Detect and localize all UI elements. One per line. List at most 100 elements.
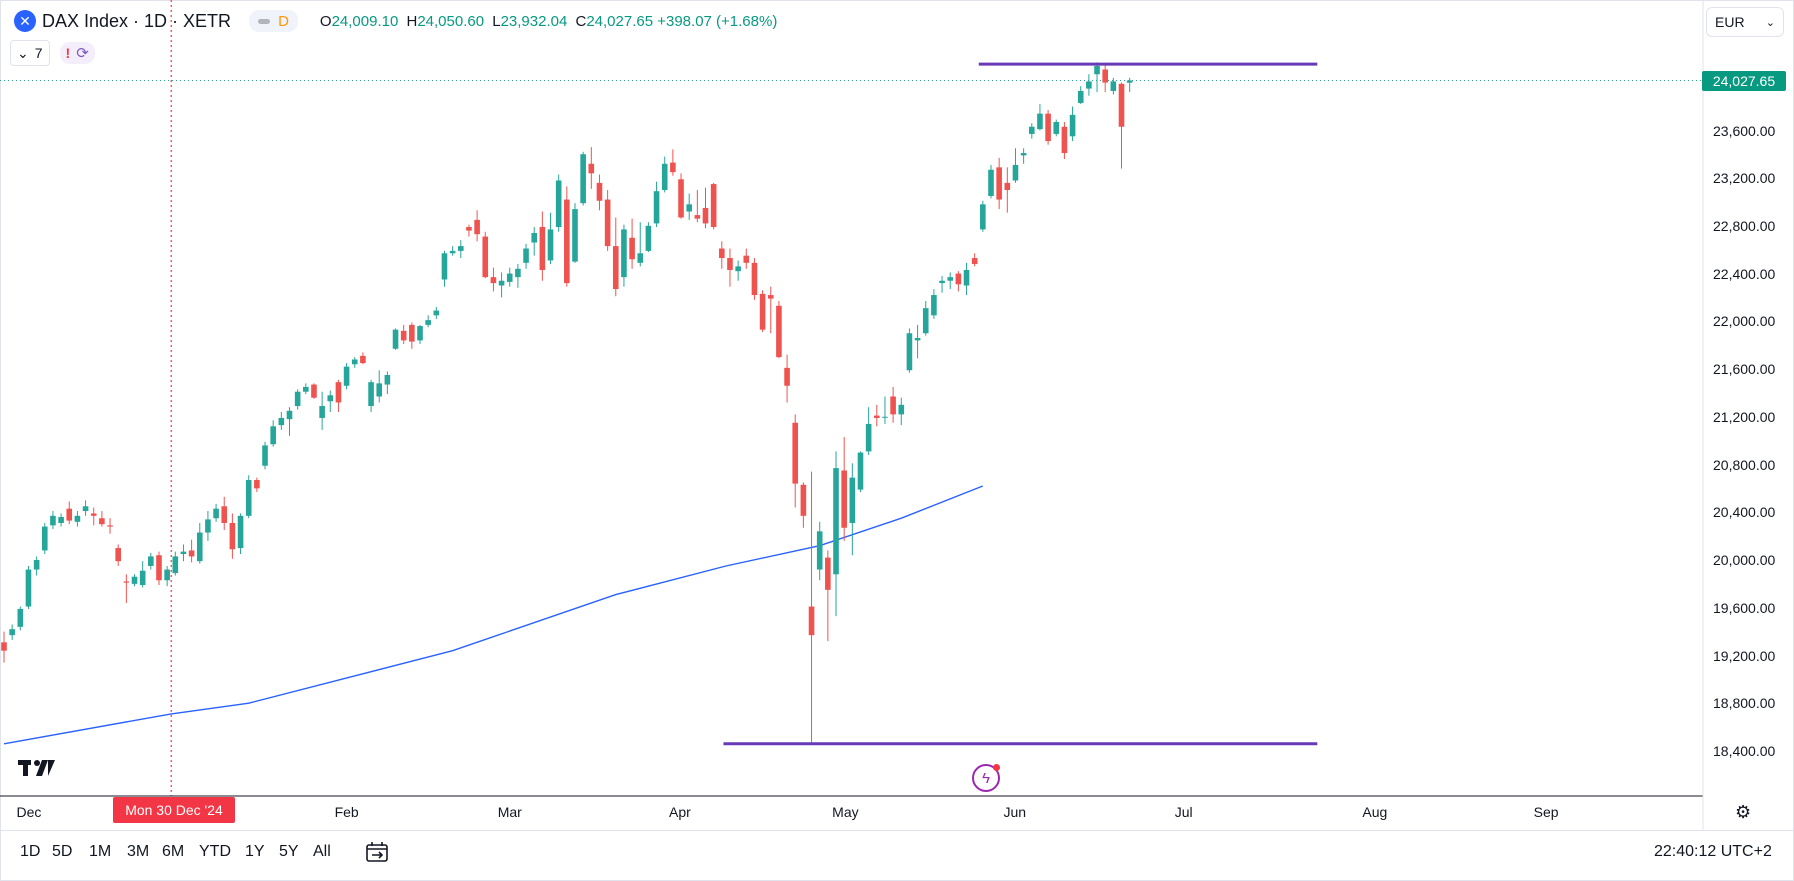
candle-body bbox=[1069, 114, 1076, 137]
notification-dot bbox=[993, 764, 1000, 771]
calendar-range-icon[interactable] bbox=[364, 840, 390, 864]
candle-body bbox=[914, 338, 921, 341]
candle bbox=[196, 522, 203, 564]
candle-body bbox=[262, 445, 268, 466]
lightning-icon[interactable]: ϟ bbox=[972, 764, 1000, 792]
time-tick-label: Mar bbox=[497, 804, 522, 820]
tradingview-logo-icon bbox=[18, 760, 55, 776]
candle-body bbox=[433, 310, 440, 316]
candle-body bbox=[531, 232, 538, 243]
symbol-title[interactable]: DAX Index · 1D · XETR bbox=[42, 10, 232, 31]
indicators-toggle-button[interactable]: ⌄ 7 bbox=[10, 40, 50, 66]
candle-body bbox=[1037, 113, 1043, 130]
candle bbox=[971, 253, 978, 267]
candle bbox=[1118, 82, 1125, 169]
moving-average-line[interactable] bbox=[3, 485, 984, 745]
price-tick-label: 20,800.00 bbox=[1713, 456, 1776, 473]
candle bbox=[148, 552, 154, 570]
candle bbox=[939, 275, 945, 293]
candle-body bbox=[743, 255, 750, 263]
candle-body bbox=[1020, 153, 1027, 156]
range-button-5d[interactable]: 5D bbox=[52, 843, 73, 860]
candle-body bbox=[963, 269, 970, 286]
range-button-all[interactable]: All bbox=[313, 843, 331, 860]
candle bbox=[759, 290, 766, 333]
range-button-6m[interactable]: 6M bbox=[162, 843, 185, 860]
candle bbox=[963, 262, 970, 296]
candle-body bbox=[767, 295, 774, 299]
candle bbox=[743, 248, 750, 269]
candle bbox=[653, 181, 660, 228]
candle-body bbox=[1077, 90, 1084, 103]
sync-icon[interactable]: ⟳ bbox=[76, 45, 89, 62]
exclamation-icon[interactable]: ! bbox=[65, 45, 71, 61]
candle-body bbox=[107, 525, 113, 527]
candle bbox=[205, 511, 211, 541]
candle bbox=[237, 513, 244, 555]
candle-body bbox=[988, 169, 994, 196]
candle bbox=[41, 522, 48, 555]
candle bbox=[784, 354, 790, 403]
range-button-1m[interactable]: 1M bbox=[89, 843, 112, 860]
candle-body bbox=[294, 391, 301, 407]
candle-body bbox=[898, 404, 905, 415]
candle bbox=[515, 264, 521, 288]
currency-value: EUR bbox=[1715, 14, 1745, 30]
candle-body bbox=[841, 470, 847, 528]
candle-body bbox=[33, 559, 40, 570]
candle bbox=[621, 224, 627, 287]
candle-body bbox=[555, 180, 562, 228]
candle-body bbox=[148, 556, 154, 566]
range-button-ytd[interactable]: YTD bbox=[199, 843, 231, 860]
range-button-5y[interactable]: 5Y bbox=[279, 843, 299, 860]
gear-icon[interactable]: ⚙ bbox=[1735, 802, 1752, 822]
candle-body bbox=[303, 386, 309, 392]
candle bbox=[751, 258, 758, 300]
range-button-3m[interactable]: 3M bbox=[127, 843, 150, 860]
candle bbox=[825, 550, 831, 642]
candle bbox=[482, 231, 489, 279]
candle-body bbox=[123, 581, 130, 583]
candle-body bbox=[776, 305, 782, 358]
chevron-down-icon: ⌄ bbox=[1765, 16, 1775, 29]
tradingview-logo[interactable] bbox=[18, 757, 56, 785]
candle-body bbox=[245, 480, 252, 516]
candle-body bbox=[1028, 126, 1035, 134]
alerts-pill[interactable]: ! ⟳ bbox=[59, 42, 95, 64]
candle-body bbox=[637, 253, 644, 263]
candle bbox=[702, 187, 709, 229]
candle-body bbox=[474, 219, 480, 235]
candle-body bbox=[873, 415, 880, 418]
range-button-1d[interactable]: 1D bbox=[20, 843, 41, 860]
candle-body bbox=[319, 406, 325, 418]
price-tick-label: 23,600.00 bbox=[1713, 122, 1776, 139]
candle bbox=[449, 246, 456, 256]
indicators-count: 7 bbox=[34, 45, 43, 61]
range-button-1y[interactable]: 1Y bbox=[245, 843, 265, 860]
candle-body bbox=[719, 248, 725, 259]
candle bbox=[841, 437, 847, 541]
candle bbox=[278, 412, 285, 430]
candle bbox=[1037, 104, 1043, 131]
candle bbox=[188, 539, 195, 563]
candle-body bbox=[400, 330, 407, 341]
candle bbox=[873, 404, 880, 427]
candle bbox=[1061, 121, 1068, 159]
candle bbox=[343, 363, 350, 390]
candle bbox=[661, 156, 668, 193]
candle-body bbox=[115, 548, 121, 562]
candle-body bbox=[213, 508, 219, 519]
x-icon[interactable]: ✕ bbox=[14, 10, 36, 32]
candle bbox=[498, 272, 505, 298]
candle-body bbox=[229, 522, 236, 550]
candle-body bbox=[857, 452, 864, 490]
candle bbox=[327, 390, 334, 412]
candle bbox=[988, 164, 994, 199]
clock[interactable]: 22:40:12 UTC+2 bbox=[1654, 843, 1772, 860]
currency-select[interactable]: EUR ⌄ bbox=[1706, 7, 1784, 37]
market-status-pill[interactable]: D bbox=[249, 10, 298, 32]
candle bbox=[9, 624, 15, 640]
candle-body bbox=[392, 329, 399, 349]
candle bbox=[604, 190, 611, 251]
